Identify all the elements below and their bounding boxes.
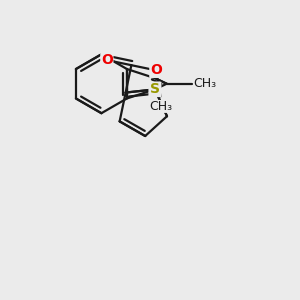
Text: O: O bbox=[101, 53, 113, 67]
Text: N: N bbox=[149, 82, 161, 96]
Text: S: S bbox=[150, 82, 160, 96]
Text: CH₃: CH₃ bbox=[149, 100, 172, 113]
Text: O: O bbox=[150, 63, 162, 77]
Text: CH₃: CH₃ bbox=[193, 77, 216, 90]
